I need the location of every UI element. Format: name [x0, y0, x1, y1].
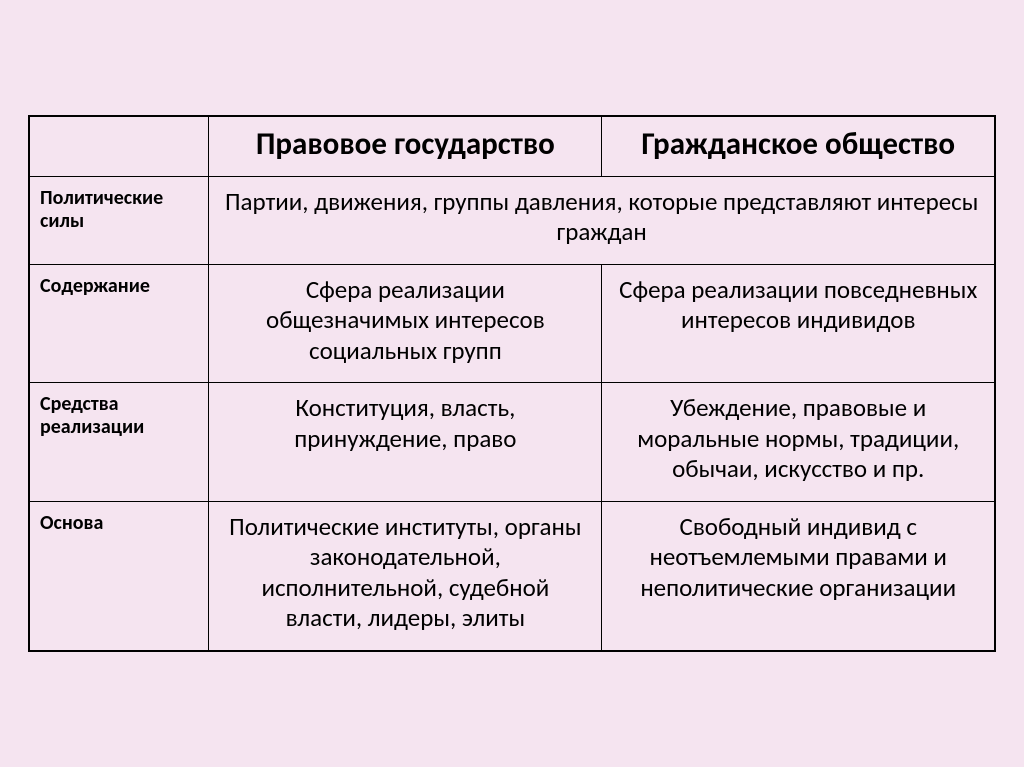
cell-means-state: Конституция, власть, принуждение, право [209, 383, 602, 502]
table-row: Основа Политические институты, органы за… [29, 501, 995, 651]
table-row: Содержание Сфера реализации общезначимых… [29, 264, 995, 383]
cell-political-forces: Партии, движения, группы давления, котор… [209, 176, 995, 264]
corner-cell [29, 116, 209, 176]
cell-content-society: Сфера реализации повседневных интересов … [602, 264, 995, 383]
column-header-society: Гражданское общество [602, 116, 995, 176]
column-header-state: Правовое государство [209, 116, 602, 176]
cell-means-society: Убеждение, правовые и моральные нормы, т… [602, 383, 995, 502]
cell-basis-society: Свободный индивид с неотъемлемыми правам… [602, 501, 995, 651]
cell-basis-state: Политические институты, органы законодат… [209, 501, 602, 651]
header-row: Правовое государство Гражданское обществ… [29, 116, 995, 176]
row-header-political-forces: Политические силы [29, 176, 209, 264]
row-header-content: Содержание [29, 264, 209, 383]
table-row: Средства реализации Конституция, власть,… [29, 383, 995, 502]
row-header-means: Средства реализации [29, 383, 209, 502]
comparison-table: Правовое государство Гражданское обществ… [28, 115, 996, 651]
table-row: Политические силы Партии, движения, груп… [29, 176, 995, 264]
cell-content-state: Сфера реализации общезначимых интересов … [209, 264, 602, 383]
row-header-basis: Основа [29, 501, 209, 651]
